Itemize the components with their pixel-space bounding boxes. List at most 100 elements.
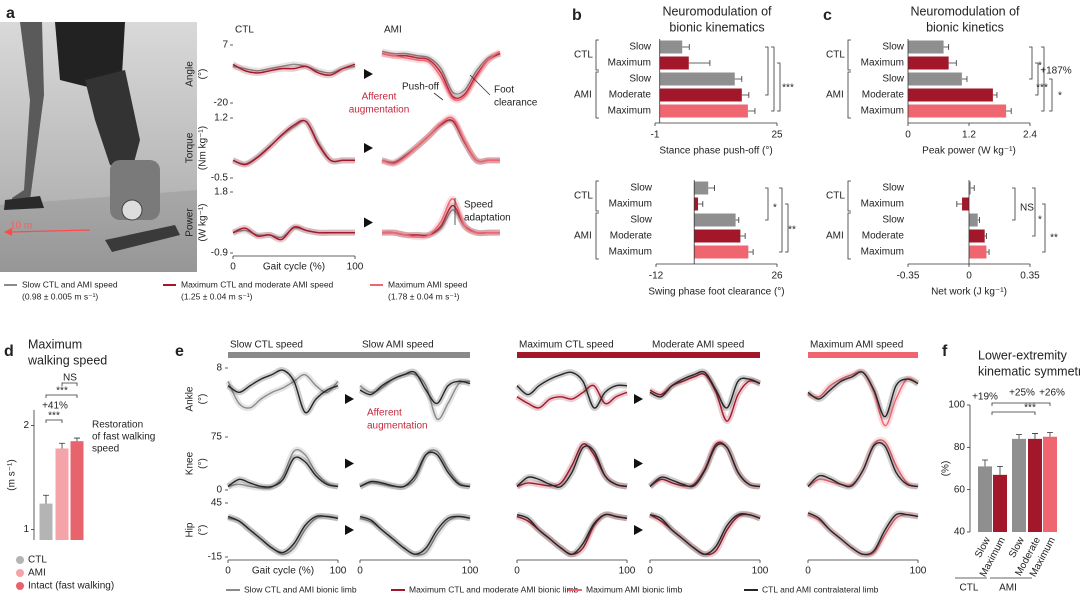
significance: *** — [48, 411, 60, 422]
group-label: AMI — [826, 90, 844, 101]
category-label: Maximum — [609, 247, 652, 258]
row-label: Hip — [185, 522, 196, 537]
y-tick-label: -15 — [208, 552, 223, 563]
error-bar — [1016, 434, 1022, 439]
photo-shorts — [55, 22, 125, 90]
group-label: CTL — [960, 583, 979, 594]
bar — [1043, 436, 1057, 532]
x-tick-label: 0 — [905, 130, 911, 141]
category-label: Maximum — [609, 199, 652, 210]
group-bracket — [595, 212, 599, 260]
annotation: augmentation — [367, 421, 428, 432]
bar — [1028, 438, 1042, 532]
x-tick-label: 100 — [752, 566, 769, 577]
significance: NS — [1020, 203, 1034, 214]
bar — [908, 40, 944, 54]
category-label: Moderate — [609, 90, 652, 101]
row-label: Angle — [185, 61, 196, 87]
panel-letter: f — [942, 343, 948, 360]
error-bar — [740, 233, 746, 239]
row-label: Torque — [185, 132, 196, 163]
significance: ** — [788, 225, 796, 236]
bar — [908, 56, 949, 70]
group-label: CTL — [826, 191, 845, 202]
comparison-bracket — [777, 62, 781, 112]
y-tick-label: 60 — [954, 484, 966, 495]
header-bar — [228, 352, 470, 358]
chart-title: Neuromodulation of — [662, 4, 772, 18]
error-bar — [948, 60, 957, 66]
series-line — [649, 443, 761, 488]
series-line — [381, 52, 501, 100]
annotation: Foot — [494, 85, 514, 96]
x-tick-label: 100 — [347, 262, 364, 273]
series-line — [232, 119, 355, 166]
y-tick-label: 75 — [211, 432, 223, 443]
bar — [908, 72, 962, 86]
y-tick-label: -0.5 — [211, 173, 229, 184]
annotation: clearance — [494, 98, 538, 109]
series-line — [381, 50, 501, 95]
x-tick-label: 100 — [910, 566, 927, 577]
comparison-bracket — [61, 382, 78, 386]
group-bracket — [847, 180, 851, 212]
error-bar — [698, 201, 704, 207]
comparison-bracket — [991, 402, 1051, 406]
series-line — [381, 198, 500, 238]
significance: * — [1038, 215, 1042, 226]
note: Restoration — [92, 420, 143, 431]
category-label: Maximum — [861, 247, 904, 258]
bar — [39, 503, 53, 540]
comparison-bracket — [45, 419, 63, 423]
series-line — [232, 63, 356, 74]
x-tick-label: 2.4 — [1023, 130, 1037, 141]
error-bar — [992, 92, 998, 98]
annotation: Push-off — [402, 82, 439, 93]
category-label: Slow — [882, 74, 904, 85]
chart-title: bionic kinetics — [926, 20, 1004, 34]
photo-label: 10 m — [10, 221, 32, 232]
arrow-marker — [345, 394, 354, 404]
comparison-bracket — [991, 411, 1036, 415]
bar — [694, 245, 749, 259]
comparison-bracket — [765, 46, 769, 96]
y-tick-label: 8 — [216, 363, 222, 374]
significance: *** — [1024, 403, 1036, 414]
bar — [1012, 438, 1026, 532]
annotation: augmentation — [349, 105, 410, 116]
group-label: AMI — [574, 90, 592, 101]
bar — [969, 245, 987, 259]
y-axis-label: (%) — [941, 461, 952, 477]
x-tick-label: 100 — [462, 566, 479, 577]
comparison-bracket — [1041, 46, 1045, 112]
row-label: Knee — [185, 451, 196, 475]
variability-band — [359, 513, 471, 558]
significance: * — [773, 203, 777, 214]
series-line — [227, 515, 339, 554]
series-line — [807, 371, 919, 418]
row-label: Ankle — [185, 386, 196, 411]
bar — [694, 213, 736, 227]
variability-band — [649, 510, 762, 558]
significance: +26% — [1039, 388, 1065, 399]
error-bar — [961, 76, 968, 82]
column-header: CTL — [235, 25, 254, 36]
group-label: CTL — [574, 50, 593, 61]
category-label: Slow — [882, 183, 904, 194]
annotation: adaptation — [464, 213, 511, 224]
variability-band — [516, 511, 628, 558]
comparison-bracket — [1032, 187, 1036, 237]
category-label: Slow — [630, 215, 652, 226]
photo-leg — [12, 22, 44, 205]
bar — [694, 229, 741, 243]
legend-label: CTL — [28, 555, 47, 566]
y-tick-label: 7 — [222, 40, 228, 51]
bar — [908, 104, 1007, 118]
row-unit: (°) — [198, 458, 209, 469]
note: of fast walking — [92, 432, 155, 443]
distance-arrow — [9, 229, 91, 233]
photo-ankle — [110, 160, 160, 220]
row-label: Power — [185, 208, 196, 237]
variability-band — [806, 368, 920, 420]
error-bar — [982, 459, 988, 467]
